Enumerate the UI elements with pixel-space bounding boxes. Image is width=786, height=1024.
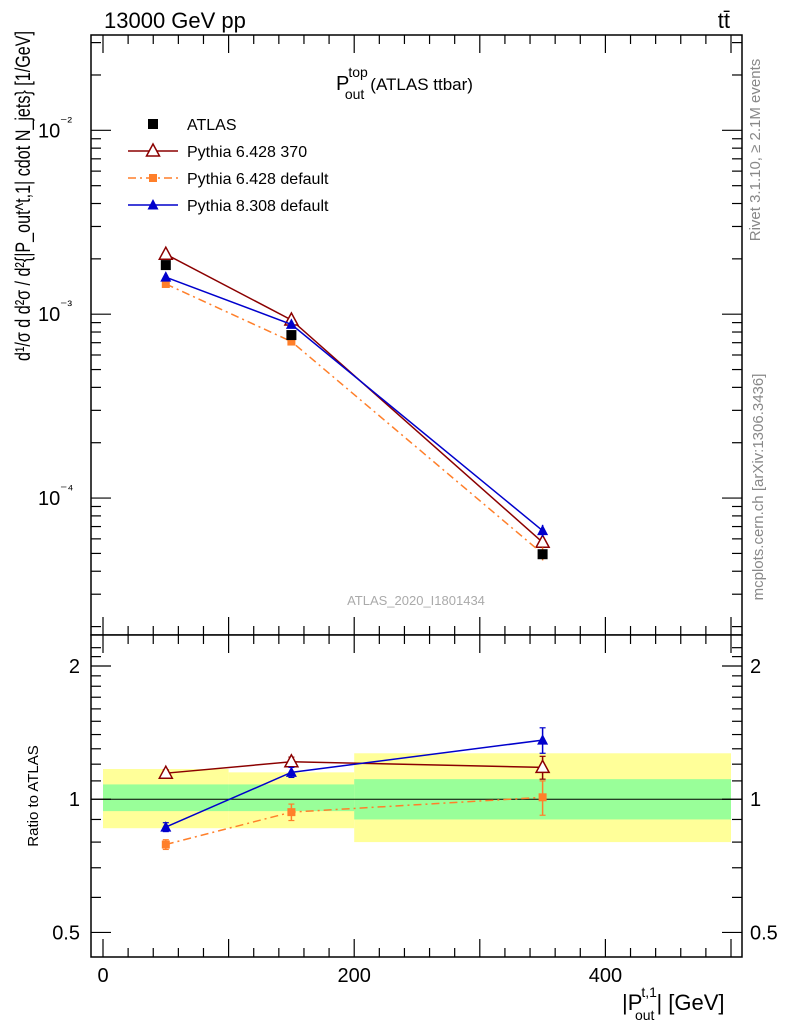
main-ytick-label: 10 [38,488,60,510]
ratio-point [537,734,549,745]
x-axis-label-p: |P [622,990,642,1015]
analysis-watermark: ATLAS_2020_I1801434 [347,593,485,608]
ratio-point [287,808,296,817]
ratio-ytick-label-right: 2 [750,656,761,678]
ratio-ytick-label: 2 [69,656,80,678]
ratio-point [161,840,170,849]
main-line-2 [165,283,544,555]
ratio-y-axis-label: Ratio to ATLAS [25,745,42,846]
energy-label: 13000 GeV pp [104,8,246,33]
main-line-1 [165,253,544,543]
main-title-sup: top [348,64,368,80]
x-axis-label-sup: t,1 [641,984,657,1000]
legend-label-2: Pythia 6.428 default [187,171,329,188]
main-y-axis-label: d¹/σ d d²σ / d²{|P_out^t,1| cdot N_jets}… [12,31,35,361]
main-point [537,524,549,536]
ratio-series [158,727,551,851]
ratio-point [538,793,547,802]
mcplots-label: mcplots.cern.ch [arXiv:1306.3436] [750,374,767,601]
main-ytick-label-exp: ⁻⁴ [60,481,73,497]
main-point [160,271,172,282]
main-ytick-label: 10 [38,304,60,326]
xtick-label: 200 [338,965,371,987]
legend-marker-0 [148,119,158,129]
legend: ATLAS Pythia 6.428 370 Pythia 6.428 defaul… [128,117,329,215]
main-title-tail: (ATLAS ttbar) [370,75,473,94]
axis-ticks [91,35,742,957]
x-axis-label-sub: out [635,1007,655,1023]
main-point [537,549,548,560]
main-point [161,279,170,288]
rivet-label: Rivet 3.1.10, ≥ 2.1M events [747,59,764,242]
main-ytick-label-exp: ⁻³ [60,297,72,313]
ratio-point [158,764,174,779]
main-ytick-label: 10 [38,120,60,142]
legend-marker-1 [145,142,161,157]
main-series [158,245,551,561]
x-axis-label-tail: | [GeV] [656,990,724,1015]
ratio-ytick-label-right: 0.5 [750,922,778,944]
xtick-label: 0 [97,965,108,987]
ratio-ytick-label: 1 [69,789,80,811]
legend-label-1: Pythia 6.428 370 [187,144,307,161]
main-point [285,318,297,329]
axis-tick-labels: 10 ⁻⁴10 ⁻³10 ⁻²0.5 0.51 12 20 200 400 [38,113,778,987]
main-title-sub: out [345,86,365,102]
ratio-point [160,821,172,832]
main-point [534,533,551,549]
legend-label-3: Pythia 8.308 default [187,198,329,215]
x-axis-label: |Pt,1 out| [GeV] [622,984,725,1023]
main-title-p: P [336,73,349,95]
main-ytick-label-exp: ⁻² [60,113,72,129]
legend-label-0: ATLAS [187,117,237,134]
xtick-label: 400 [589,965,622,987]
band-inner-0 [103,784,229,812]
main-point [160,260,171,271]
main-point [287,337,296,346]
ratio-ytick-label: 0.5 [52,922,80,944]
process-label: tt̄ [718,8,730,33]
main-point [286,330,297,341]
ratio-point [285,766,297,777]
main-point [158,245,174,260]
ratio-ytick-label-right: 1 [750,789,761,811]
legend-marker-2 [149,174,157,182]
legend-marker-3 [147,199,159,210]
main-title: Ptop out (ATLAS ttbar) [336,64,473,102]
ratio-point [534,758,551,774]
